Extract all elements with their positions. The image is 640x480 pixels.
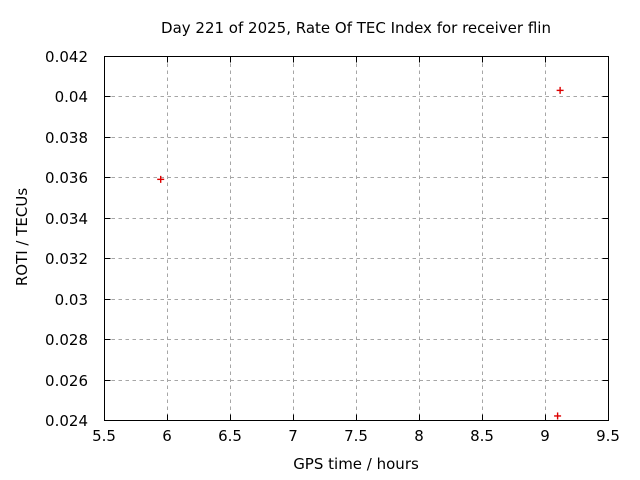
x-tick-label: 9 — [540, 427, 550, 445]
x-tick-label: 8 — [414, 427, 424, 445]
y-tick-label: 0.032 — [45, 250, 88, 268]
y-tick-label: 0.04 — [54, 88, 88, 106]
y-tick-label: 0.024 — [45, 412, 88, 430]
x-tick-label: 7 — [288, 427, 298, 445]
x-tick-label: 6 — [162, 427, 172, 445]
y-tick-label: 0.036 — [45, 169, 88, 187]
y-tick-label: 0.03 — [54, 291, 88, 309]
x-tick-label: 8.5 — [470, 427, 494, 445]
y-tick-label: 0.034 — [45, 210, 88, 228]
x-tick-label: 6.5 — [218, 427, 242, 445]
x-tick-label: 7.5 — [344, 427, 368, 445]
y-tick-label: 0.042 — [45, 48, 88, 66]
y-tick-label: 0.028 — [45, 331, 88, 349]
chart-title: Day 221 of 2025, Rate Of TEC Index for r… — [161, 19, 551, 37]
x-tick-label: 9.5 — [596, 427, 620, 445]
x-tick-label: 5.5 — [92, 427, 116, 445]
y-tick-label: 0.026 — [45, 372, 88, 390]
x-axis-label: GPS time / hours — [293, 455, 419, 473]
y-tick-label: 0.038 — [45, 129, 88, 147]
